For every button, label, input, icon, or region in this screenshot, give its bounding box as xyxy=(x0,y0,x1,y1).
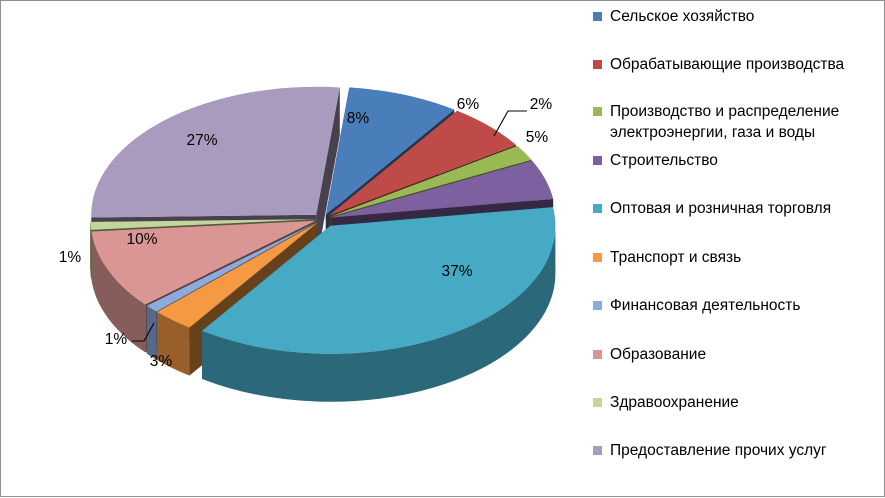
data-label-3: 2% xyxy=(530,96,553,113)
legend-swatch xyxy=(593,156,602,165)
data-label-9: 1% xyxy=(59,249,82,266)
legend-swatch xyxy=(593,446,602,455)
legend-swatch xyxy=(593,107,602,116)
legend-swatch xyxy=(593,398,602,407)
legend-swatch xyxy=(593,253,602,262)
legend-label: Обрабатывающие производства xyxy=(610,54,844,75)
legend-swatch xyxy=(593,350,602,359)
pie-slice-outer-wall xyxy=(90,222,91,278)
legend-swatch xyxy=(593,204,602,213)
legend-label: Финансовая деятельность xyxy=(610,295,800,316)
legend-label: Строительство xyxy=(610,150,718,171)
legend-swatch xyxy=(593,60,602,69)
pie-slice-top xyxy=(91,87,340,218)
legend-swatch xyxy=(593,12,602,21)
data-label-10: 27% xyxy=(186,132,217,149)
legend-label: Предоставление прочих услуг xyxy=(610,440,827,461)
data-label-4: 5% xyxy=(526,129,549,146)
legend-label: Образование xyxy=(610,344,706,365)
legend-label: Оптовая и розничная торговля xyxy=(610,198,831,219)
legend-label: Транспорт и связь xyxy=(610,247,741,268)
data-label-1: 8% xyxy=(347,110,370,127)
legend: Сельское хозяйство Обрабатывающие произво… xyxy=(593,1,883,496)
legend-label: Здравоохранение xyxy=(610,392,739,413)
data-label-7: 1% xyxy=(105,331,128,348)
data-label-5: 37% xyxy=(441,263,472,280)
data-label-2: 6% xyxy=(457,96,480,113)
legend-label: Сельское хозяйство xyxy=(610,6,754,27)
data-label-6: 3% xyxy=(150,353,173,370)
legend-swatch xyxy=(593,301,602,310)
data-label-8: 10% xyxy=(126,231,157,248)
